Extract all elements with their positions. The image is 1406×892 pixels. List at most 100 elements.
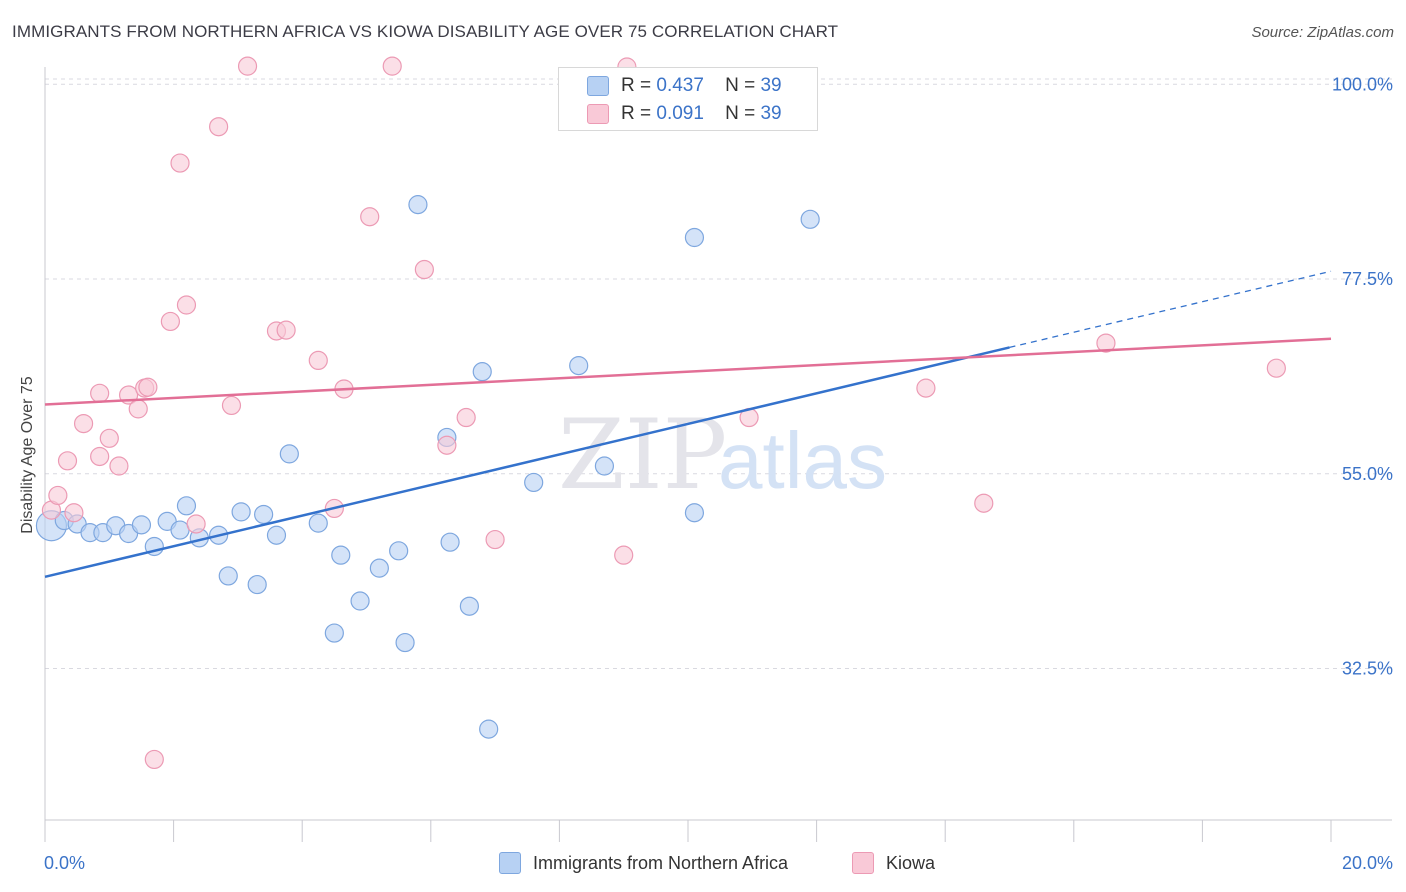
kiowa-point (128, 399, 148, 419)
y-tick-label: 32.5% (1342, 659, 1393, 679)
immigrants-trend-line (44, 346, 1010, 579)
correlation-legend: R = 0.437 N = 39 R = 0.091 N = 39 (558, 67, 818, 131)
kiowa-point (221, 395, 242, 416)
immigrants-point (684, 503, 705, 523)
immigrants-point (684, 227, 705, 248)
kiowa-point (614, 545, 634, 565)
r-label: R = (621, 103, 652, 124)
kiowa-point (176, 295, 197, 315)
kiowa-trend-line (44, 337, 1332, 406)
kiowa-point (456, 407, 476, 428)
kiowa-point (109, 456, 129, 476)
x-tick-label: 20.0% (1342, 853, 1393, 873)
immigrants-point (266, 525, 287, 545)
immigrants-point (440, 532, 460, 552)
legend-item-immigrants[interactable]: Immigrants from Northern Africa (499, 852, 788, 874)
legend-label-kiowa: Kiowa (886, 852, 936, 873)
axes (44, 67, 1392, 842)
kiowa-point (186, 514, 206, 534)
immigrants-point (176, 496, 197, 516)
immigrants-point (395, 632, 415, 653)
immigrants-point (524, 472, 544, 493)
immigrants-trend-extension (1009, 270, 1332, 349)
kiowa-point (1096, 333, 1116, 353)
kiowa-point (437, 435, 457, 455)
r-value: 0.091 (656, 103, 704, 124)
kiowa-point (99, 428, 119, 448)
y-axis-label: Disability Age Over 75 (19, 376, 36, 534)
immigrants-point (324, 623, 344, 643)
source-credit: Source: ZipAtlas.com (1251, 24, 1394, 41)
immigrants-point (231, 502, 251, 522)
immigrants-point (369, 558, 389, 578)
immigrants-point (389, 541, 409, 561)
r-label: R = (621, 75, 652, 96)
n-value: 39 (760, 103, 782, 124)
watermark-atlas: atlas (718, 416, 887, 505)
kiowa-point (64, 503, 84, 523)
immigrants-point (331, 545, 351, 565)
n-value: 39 (760, 75, 782, 96)
legend-item-kiowa[interactable]: Kiowa (852, 852, 935, 874)
immigrants-point (254, 504, 274, 525)
y-tick-label: 100.0% (1332, 74, 1393, 94)
legend-label-immigrants: Immigrants from Northern Africa (533, 852, 789, 873)
kiowa-point (73, 413, 94, 434)
immigrants-point (472, 362, 492, 382)
immigrants-point (170, 520, 190, 540)
kiowa-point (48, 485, 68, 506)
legend-swatch-blue (587, 76, 609, 96)
kiowa-point (276, 320, 296, 340)
chart-title: IMMIGRANTS FROM NORTHERN AFRICA VS KIOWA… (12, 22, 839, 41)
kiowa-point (974, 493, 994, 513)
trend-lines (44, 270, 1332, 579)
legend-text-immigrants: R = 0.437 N = 39 (621, 75, 782, 97)
x-tick-label: 0.0% (44, 853, 85, 873)
immigrants-point (479, 719, 499, 739)
n-label: N = (725, 103, 756, 124)
kiowa-point (916, 378, 936, 398)
kiowa-point (1266, 358, 1286, 378)
kiowa-point (382, 56, 402, 76)
kiowa-point (360, 207, 380, 227)
kiowa-point (209, 117, 229, 137)
series-kiowa-points (41, 56, 1286, 770)
series-legend: Immigrants from Northern Africa Kiowa (0, 850, 1406, 878)
immigrants-point (569, 356, 589, 376)
immigrants-point (800, 209, 820, 229)
immigrants-point (594, 456, 615, 476)
kiowa-point (90, 446, 110, 467)
legend-swatch-blue (499, 852, 521, 874)
kiowa-point (237, 56, 258, 76)
immigrants-point (408, 195, 428, 215)
grid-lines (45, 78, 1392, 670)
kiowa-point (414, 259, 434, 280)
immigrants-point (459, 596, 479, 616)
r-value: 0.437 (656, 75, 704, 96)
kiowa-point (485, 529, 505, 550)
legend-swatch-pink (852, 852, 874, 874)
kiowa-point (57, 451, 78, 471)
kiowa-point (170, 153, 190, 173)
series-immigrants-points (35, 195, 820, 739)
watermark-zip: ZIP (558, 399, 727, 511)
y-tick-label: 55.0% (1342, 464, 1393, 484)
legend-text-kiowa: R = 0.091 N = 39 (621, 103, 782, 125)
n-label: N = (725, 75, 756, 96)
kiowa-point (90, 383, 110, 403)
immigrants-point (247, 574, 267, 595)
immigrants-point (308, 513, 328, 533)
kiowa-point (160, 311, 180, 332)
kiowa-point (308, 350, 328, 371)
tick-labels: 32.5% 55.0% 77.5% 100.0% 0.0% 20.0% (44, 74, 1393, 873)
immigrants-point (131, 515, 152, 535)
immigrants-point (279, 444, 299, 464)
immigrants-point (218, 566, 238, 586)
immigrants-point (350, 591, 370, 611)
legend-swatch-pink (587, 104, 609, 124)
kiowa-point (138, 377, 158, 397)
y-tick-label: 77.5% (1342, 269, 1393, 289)
kiowa-point (144, 749, 164, 770)
